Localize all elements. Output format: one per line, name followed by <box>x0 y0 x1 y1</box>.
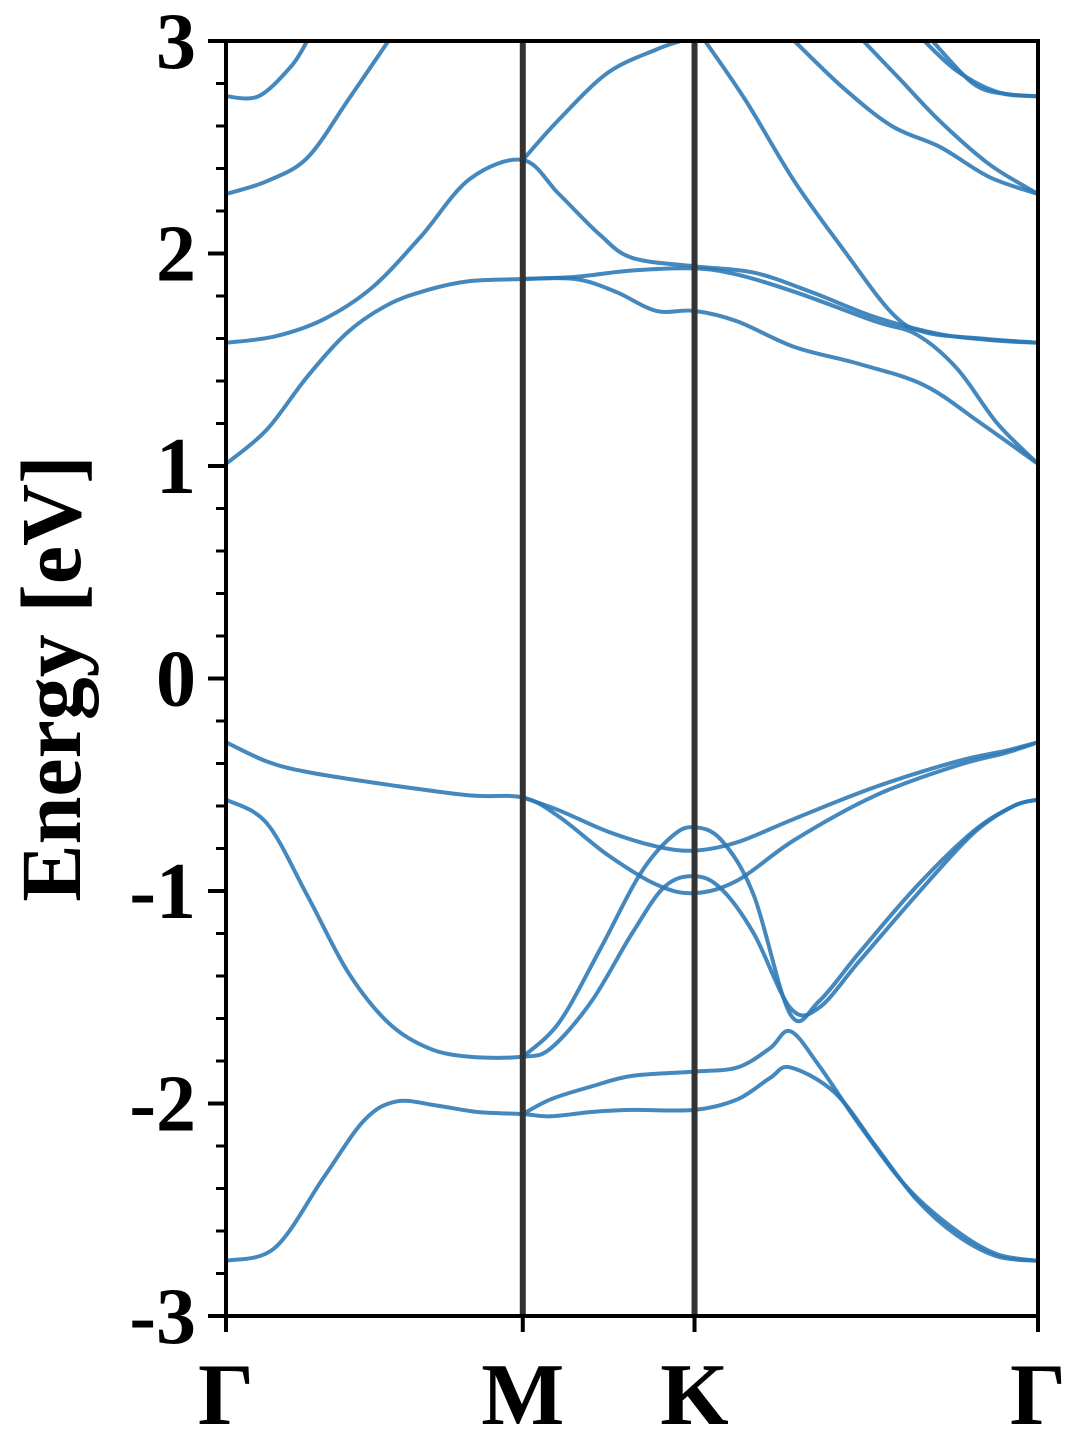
y-tick-label: -1 <box>129 848 196 936</box>
y-axis-label: Energy [eV] <box>3 455 99 902</box>
band-line-5 <box>226 740 1038 896</box>
x-tick-label: Γ <box>198 1347 254 1440</box>
bands-group <box>226 41 1038 1263</box>
y-tick-label: -3 <box>129 1273 196 1361</box>
y-tick-label: 1 <box>156 423 196 511</box>
x-tick-label: K <box>660 1347 728 1440</box>
band-line-10 <box>226 41 391 196</box>
band-line-4 <box>520 797 1038 1059</box>
band-line-6 <box>520 740 1038 853</box>
y-tick-label: 0 <box>156 636 196 724</box>
band-line-8 <box>226 157 1038 345</box>
y-tick-label: 3 <box>156 0 196 86</box>
y-tick-label: -2 <box>129 1061 196 1149</box>
band-line-11 <box>226 41 310 101</box>
high-symmetry-lines <box>519 41 698 1316</box>
band-line-3 <box>520 1028 1038 1263</box>
x-tick-label: M <box>481 1347 564 1440</box>
band-line-1 <box>226 1064 1038 1263</box>
x-tick-label: Γ <box>1010 1347 1066 1440</box>
band-line-14 <box>792 41 1038 196</box>
band-line-9 <box>520 276 1038 466</box>
band-line-7 <box>226 266 1038 466</box>
band-line-2 <box>226 797 1038 1060</box>
plot-frame <box>224 39 1040 1318</box>
y-ticks: -3 -2 -1 0 1 2 3 <box>129 0 226 1361</box>
band-line-15 <box>861 41 1038 196</box>
y-tick-label: 2 <box>156 211 196 299</box>
band-line-13 <box>703 41 1038 345</box>
band-line-17 <box>930 41 1038 99</box>
band-line-12 <box>520 41 683 162</box>
